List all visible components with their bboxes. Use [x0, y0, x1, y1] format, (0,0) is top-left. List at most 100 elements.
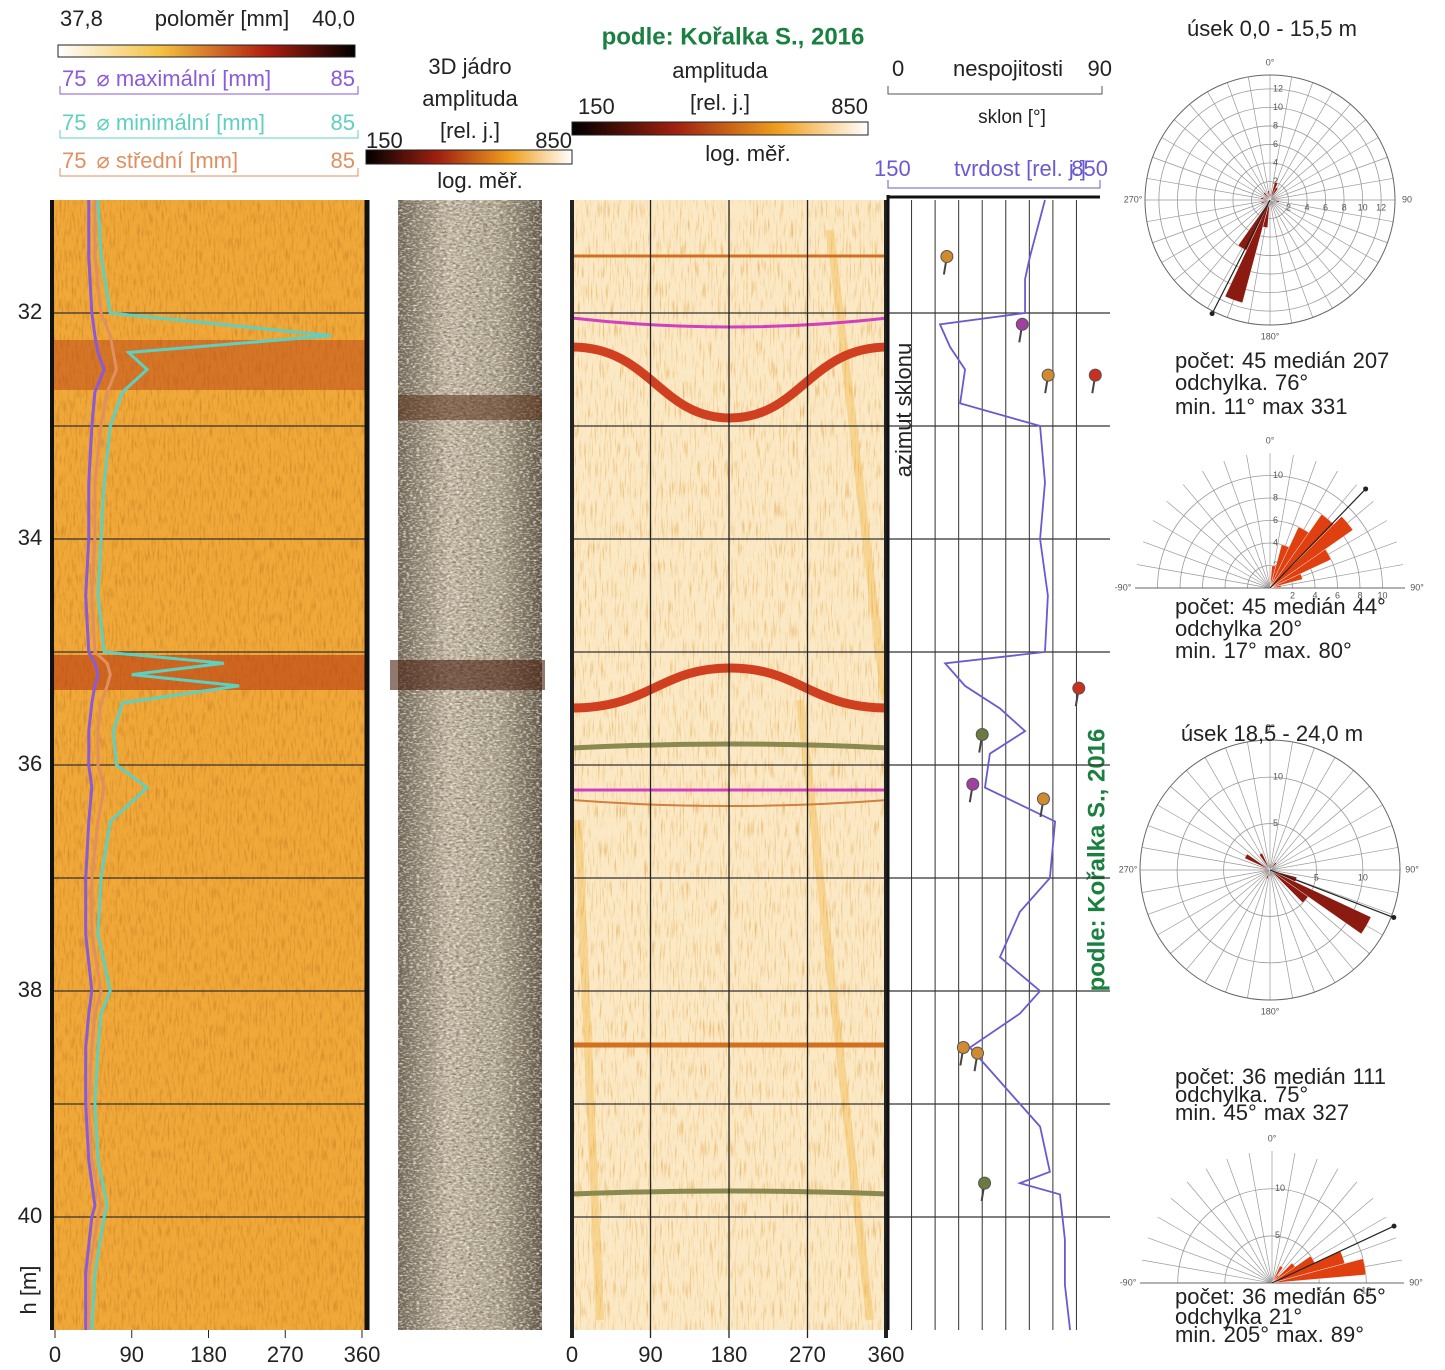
rose-angle-label: 180°: [1261, 331, 1280, 341]
x-tick-label: 90: [120, 1342, 144, 1367]
hardness-max: 850: [1071, 156, 1108, 181]
rose-angle-label: 90°: [1409, 1277, 1423, 1287]
radius-band: [52, 655, 367, 690]
amplitude-note: log. měř.: [705, 141, 791, 166]
rose-r-label: 10: [1275, 1183, 1285, 1193]
rose-angle-label: -90°: [1115, 582, 1132, 592]
rose-angle-label: 270°: [1119, 864, 1138, 874]
median-arrow-head: [1363, 486, 1368, 491]
rose-angle-label: 90°: [1405, 864, 1419, 874]
x-tick-label: 270: [789, 1342, 826, 1367]
hardness-min: 150: [874, 156, 911, 181]
stat-part: max: [1264, 1100, 1306, 1125]
stat-part: min.: [1175, 1100, 1217, 1125]
depth-tick-label: 32: [18, 299, 42, 324]
stat-part: max.: [1276, 1322, 1324, 1347]
legend-name: ⌀ minimální [mm]: [96, 110, 264, 135]
legend-entry: 75 ⌀ maximální [mm]: [62, 66, 271, 91]
legend-max: 85: [331, 66, 355, 91]
radius-colorbar: [58, 45, 355, 57]
tadpole: [941, 251, 953, 263]
source: podle: Kořalka S., 2016: [602, 23, 865, 50]
rose-r-label: 4: [1305, 202, 1310, 212]
source-vertical: podle: Kořalka S., 2016: [1083, 729, 1110, 992]
legend-max: 85: [331, 110, 355, 135]
stat-part: 17°: [1224, 638, 1257, 663]
rose-angle-label: 0°: [1266, 57, 1275, 67]
stat-part: odchylka.: [1175, 370, 1268, 395]
rose-r-label: 5: [1314, 872, 1319, 882]
stat-part: 76°: [1275, 370, 1308, 395]
legend-entry: 75 ⌀ střední [mm]: [62, 148, 238, 173]
stat-line: odchylka. 76°: [1175, 370, 1308, 395]
rose-r-label: 10: [1273, 102, 1283, 112]
rose-title: úsek 18,5 - 24,0 m: [1181, 721, 1363, 746]
rose-r-label: 5: [1273, 818, 1278, 828]
x-tick-label: 0: [566, 1342, 578, 1367]
depth-tick-label: 34: [18, 525, 42, 550]
stat-line: min. 11°max 331: [1175, 394, 1347, 419]
legend-name: ⌀ maximální [mm]: [96, 66, 271, 91]
figure: 37,8 poloměr [mm] 40,0 3D jádro amplitud…: [0, 0, 1445, 1370]
rose-r-label: 10: [1273, 772, 1283, 782]
dip-title: nespojitosti: [953, 56, 1063, 81]
hardness-bracket: [888, 180, 1100, 188]
rose-angle-label: 0°: [1266, 435, 1275, 445]
depth-label: h [m]: [16, 1266, 41, 1315]
amplitude-unit: [rel. j.]: [690, 90, 750, 115]
tadpole: [1089, 369, 1101, 381]
depth-tick-label: 36: [18, 751, 42, 776]
tadpole: [1037, 793, 1049, 805]
rose-r-label: 12: [1273, 83, 1283, 93]
stat-part: 207: [1353, 348, 1390, 373]
depth-tick-label: 40: [18, 1203, 42, 1228]
stat-part: 45°: [1224, 1100, 1257, 1125]
x-tick-label: 180: [711, 1342, 748, 1367]
rose-angle-label: 90°: [1410, 582, 1424, 592]
core-band: [398, 395, 542, 420]
legend-name: ⌀ střední [mm]: [96, 148, 238, 173]
legend-entry: 75 ⌀ minimální [mm]: [62, 110, 265, 135]
median-arrow-head: [1210, 311, 1215, 316]
stat-part: 80°: [1319, 638, 1352, 663]
tadpole: [979, 1177, 991, 1189]
page: 37,8 poloměr [mm] 40,0 3D jádro amplitud…: [0, 0, 1445, 1370]
x-tick-label: 360: [868, 1342, 905, 1367]
stat-part: 327: [1312, 1100, 1349, 1125]
core-min: 150: [366, 128, 403, 153]
rose-r-label: 10: [1358, 202, 1368, 212]
x-tick-label: 180: [190, 1342, 227, 1367]
dip-unit: sklon [°]: [978, 107, 1046, 128]
rose-r-label: 5: [1275, 1230, 1280, 1240]
stat-part: 331: [1311, 394, 1348, 419]
amplitude-min: 150: [578, 94, 615, 119]
legend-min: 75: [62, 148, 86, 173]
x-tick-label: 90: [638, 1342, 662, 1367]
amplitude-colorbar: [572, 122, 868, 135]
stat-part: 11°: [1224, 394, 1256, 419]
stat-part: 89°: [1331, 1322, 1364, 1347]
rose-r-label: 12: [1376, 202, 1386, 212]
median-arrow-head: [1392, 1224, 1397, 1229]
azimuth-label: azimut sklonu: [891, 343, 916, 478]
x-tick-label: 270: [267, 1342, 304, 1367]
rose-r-label: 6: [1323, 202, 1328, 212]
x-tick-label: 0: [49, 1342, 61, 1367]
rose-r-label: 4: [1273, 537, 1278, 547]
rose-petal: [1225, 200, 1270, 303]
rose-angle-label: 180°: [1261, 1006, 1280, 1016]
legend-min: 75: [62, 110, 86, 135]
stat-line: min.17°max.80°: [1175, 638, 1352, 663]
dip-max: 90: [1088, 56, 1112, 81]
stat-part: max: [1262, 394, 1304, 419]
rose-angle-label: 90: [1402, 194, 1412, 204]
core-note: log. měř.: [437, 168, 523, 193]
core-max: 850: [535, 128, 572, 153]
rose-title: úsek 0,0 - 15,5 m: [1187, 16, 1357, 41]
legend-min: 75: [62, 66, 86, 91]
rose-r-label: 4: [1273, 157, 1278, 167]
dip-min: 0: [892, 56, 904, 81]
scale-title: poloměr [mm]: [155, 6, 289, 31]
rose-r-label: 8: [1273, 492, 1278, 502]
stat-part: min.: [1175, 394, 1217, 419]
